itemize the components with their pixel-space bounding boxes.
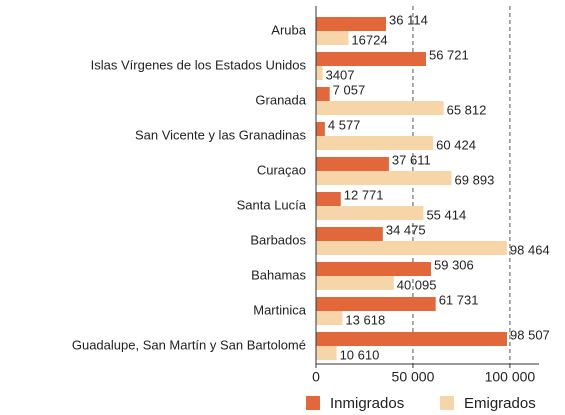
bar: [316, 17, 387, 31]
bar: [316, 101, 444, 115]
bar: [316, 227, 383, 241]
value-label: 55 414: [426, 207, 466, 222]
legend-label: Emigrados: [464, 395, 536, 412]
category-label: Bahamas: [251, 267, 306, 282]
bar: [316, 262, 432, 276]
category-label: San Vicente y las Granadinas: [135, 127, 307, 142]
x-tick-label: 0: [312, 369, 320, 385]
category-label: Granada: [255, 92, 306, 107]
value-label: 69 893: [455, 172, 495, 187]
bar: [316, 346, 337, 360]
value-label: 34 475: [386, 222, 426, 237]
legend-swatch: [440, 396, 454, 410]
value-label: 7 057: [333, 82, 366, 97]
bar: [316, 52, 426, 66]
category-label: Santa Lucía: [237, 197, 307, 212]
value-label: 65 812: [447, 102, 487, 117]
bar: [316, 136, 434, 150]
value-label: 13 618: [345, 312, 385, 327]
value-label: 37 611: [392, 152, 431, 167]
value-label: 98 464: [510, 242, 550, 257]
bar: [316, 332, 508, 346]
bar: [316, 31, 349, 45]
value-label: 12 771: [344, 187, 384, 202]
bar: [316, 87, 330, 101]
bar: [316, 276, 394, 290]
category-label: Martinica: [253, 302, 307, 317]
bar: [316, 157, 389, 171]
legend-label: Inmigrados: [330, 395, 404, 412]
value-label: 59 306: [434, 257, 474, 272]
x-tick-label: 50 000: [392, 369, 435, 385]
legend-swatch: [306, 396, 320, 410]
value-label: 10 610: [340, 347, 380, 362]
value-label: 60 424: [436, 137, 476, 152]
value-label: 4 577: [328, 117, 361, 132]
bar: [316, 171, 452, 185]
category-label: Barbados: [250, 232, 306, 247]
bar: [316, 66, 323, 80]
category-label: Guadalupe, San Martín y San Bartolomé: [72, 337, 306, 352]
category-label: Islas Vírgenes de los Estados Unidos: [91, 57, 307, 72]
bar: [316, 206, 424, 220]
bar: [316, 297, 436, 311]
bar: [316, 122, 325, 136]
value-label: 40 095: [397, 277, 437, 292]
bar: [316, 241, 507, 255]
x-tick-label: 100 000: [485, 369, 536, 385]
value-label: 16724: [351, 32, 387, 47]
bar: [316, 192, 341, 206]
value-label: 98 507: [510, 327, 550, 342]
category-label: Aruba: [271, 22, 306, 37]
value-label: 56 721: [429, 47, 469, 62]
value-label: 36 114: [389, 12, 428, 27]
bar: [316, 311, 343, 325]
value-label: 61 731: [439, 292, 479, 307]
category-label: Curaçao: [257, 162, 306, 177]
value-label: 3407: [326, 67, 355, 82]
